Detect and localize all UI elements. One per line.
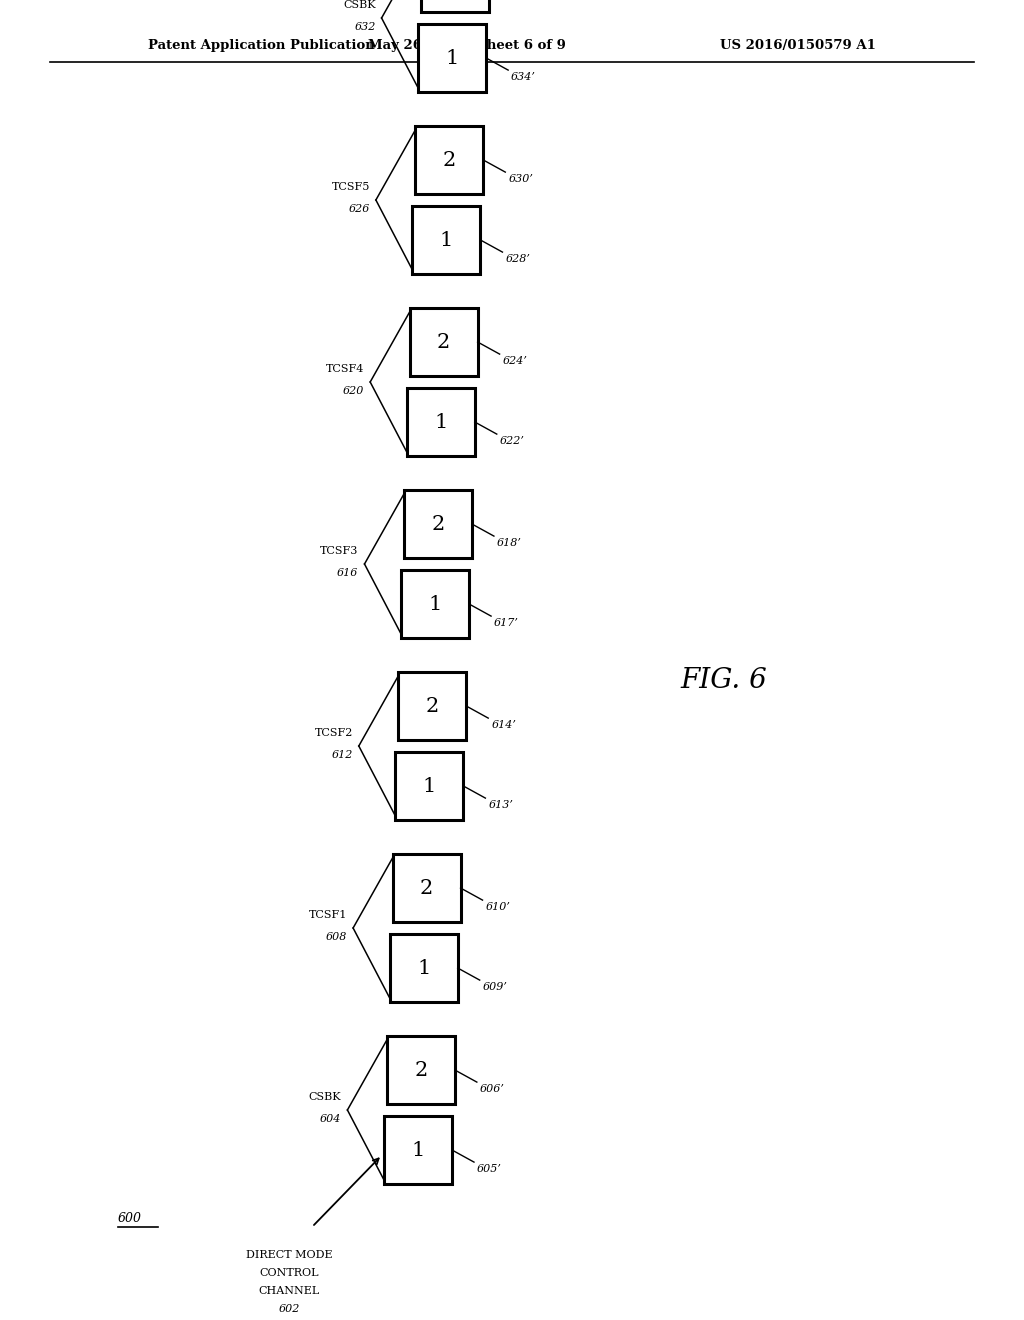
Text: 1: 1 xyxy=(434,412,447,432)
Text: 2: 2 xyxy=(415,1060,427,1080)
Text: TCSF3: TCSF3 xyxy=(321,546,358,556)
Text: 634’: 634’ xyxy=(511,73,536,82)
Text: TCSF1: TCSF1 xyxy=(309,909,347,920)
Text: DIRECT MODE: DIRECT MODE xyxy=(246,1250,333,1261)
Text: 630’: 630’ xyxy=(508,174,534,183)
Text: 2: 2 xyxy=(431,515,444,533)
Bar xyxy=(387,1036,455,1104)
Bar xyxy=(418,24,486,92)
Text: Patent Application Publication: Patent Application Publication xyxy=(148,38,375,51)
Bar xyxy=(390,935,458,1002)
Text: TCSF2: TCSF2 xyxy=(314,729,353,738)
Text: 613’: 613’ xyxy=(488,800,513,810)
Text: 614’: 614’ xyxy=(492,721,516,730)
Text: 622’: 622’ xyxy=(500,436,524,446)
Text: 2: 2 xyxy=(420,879,433,898)
Text: CSBK: CSBK xyxy=(343,0,376,11)
Text: 1: 1 xyxy=(423,776,436,796)
Bar xyxy=(392,854,461,921)
Bar xyxy=(403,490,472,558)
Bar xyxy=(407,388,475,455)
Text: 609’: 609’ xyxy=(482,982,508,993)
Bar xyxy=(421,0,489,12)
Text: 1: 1 xyxy=(445,49,459,67)
Text: 606’: 606’ xyxy=(480,1084,505,1094)
Text: CONTROL: CONTROL xyxy=(259,1269,318,1278)
Text: 2: 2 xyxy=(426,697,439,715)
Text: 624’: 624’ xyxy=(503,356,527,366)
Text: 1: 1 xyxy=(439,231,454,249)
Bar xyxy=(401,570,469,638)
Text: 602: 602 xyxy=(279,1304,300,1313)
Text: 1: 1 xyxy=(428,594,441,614)
Bar xyxy=(384,1115,452,1184)
Text: 2: 2 xyxy=(442,150,456,169)
Text: 632: 632 xyxy=(354,22,376,32)
Text: 628’: 628’ xyxy=(506,253,530,264)
Text: 1: 1 xyxy=(412,1140,425,1159)
Text: FIG. 6: FIG. 6 xyxy=(680,667,767,693)
Text: 2: 2 xyxy=(437,333,451,351)
Text: 636’: 636’ xyxy=(514,0,539,3)
Text: 620: 620 xyxy=(343,385,365,396)
Text: 600: 600 xyxy=(118,1212,142,1225)
Text: CSBK: CSBK xyxy=(309,1092,341,1102)
Text: 616: 616 xyxy=(337,568,358,578)
Text: US 2016/0150579 A1: US 2016/0150579 A1 xyxy=(720,38,876,51)
Text: 605’: 605’ xyxy=(477,1164,502,1173)
Text: 617’: 617’ xyxy=(494,618,519,628)
Bar xyxy=(416,125,483,194)
Text: 1: 1 xyxy=(417,958,430,978)
Text: 604: 604 xyxy=(321,1114,341,1125)
Bar xyxy=(395,752,464,820)
Text: TCSF4: TCSF4 xyxy=(326,364,365,374)
Text: 608: 608 xyxy=(326,932,347,942)
Text: 626: 626 xyxy=(348,205,370,214)
Bar xyxy=(410,308,477,376)
Text: 610’: 610’ xyxy=(485,902,510,912)
Text: TCSF5: TCSF5 xyxy=(332,182,370,191)
Bar xyxy=(413,206,480,275)
Text: 618’: 618’ xyxy=(497,539,522,548)
Bar xyxy=(398,672,466,741)
Text: 612: 612 xyxy=(332,750,353,760)
Text: CHANNEL: CHANNEL xyxy=(258,1286,319,1296)
Text: May 26, 2016  Sheet 6 of 9: May 26, 2016 Sheet 6 of 9 xyxy=(368,38,566,51)
